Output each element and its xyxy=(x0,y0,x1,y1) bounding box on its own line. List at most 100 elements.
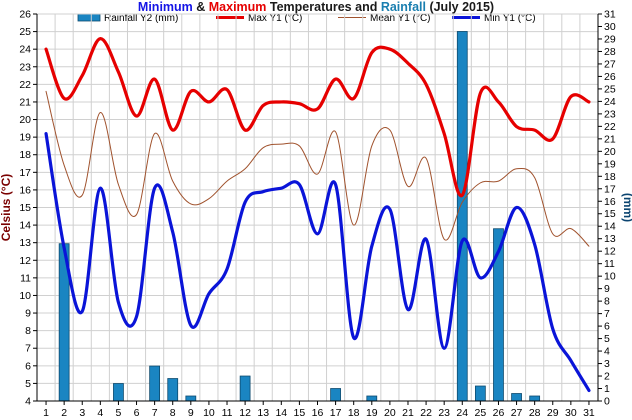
y2-tick-label: 9 xyxy=(604,283,610,295)
rainfall-bar xyxy=(167,378,179,402)
x-tick-label: 3 xyxy=(79,407,85,419)
legend: Rainfall Y2 (mm) Max Y1 (°C) Mean Y1 (°C… xyxy=(77,13,536,24)
y-tick-label: 7 xyxy=(25,343,31,355)
title-date: (July 2015) xyxy=(426,0,494,14)
y2-tick-label: 18 xyxy=(604,171,616,183)
y2-tick-label: 2 xyxy=(604,371,610,383)
y-tick-label: 9 xyxy=(25,308,31,320)
mean-temperature-line xyxy=(45,90,590,247)
y2-tick-label: 1 xyxy=(604,383,610,395)
x-tick-label: 24 xyxy=(456,407,468,419)
y-tick-label: 15 xyxy=(19,202,31,214)
x-tick-label: 1 xyxy=(43,407,49,419)
y2-tick-label: 0 xyxy=(604,396,610,408)
rainfall-bar xyxy=(456,31,468,402)
y-tick-label: 5 xyxy=(25,378,31,390)
y-tick-label: 8 xyxy=(25,325,31,337)
rainfall-bar xyxy=(113,383,124,402)
y2-tick-label: 14 xyxy=(604,221,616,233)
y2-tick-label: 27 xyxy=(604,58,616,70)
title-amp: & xyxy=(193,0,209,14)
y2-tick-label: 4 xyxy=(604,346,610,358)
y-tick-label: 21 xyxy=(19,96,31,108)
y2-tick-label: 12 xyxy=(604,246,616,258)
y-tick-label: 6 xyxy=(25,360,31,372)
y2-axis-label: (mm) xyxy=(621,193,632,222)
x-tick-label: 12 xyxy=(239,407,251,419)
x-tick-label: 17 xyxy=(330,407,342,419)
y-tick-label: 20 xyxy=(19,114,31,126)
chart-title: Minimum & Maximum Temperatures and Rainf… xyxy=(138,0,494,14)
y2-tick-label: 6 xyxy=(604,321,610,333)
y-tick-label: 12 xyxy=(19,255,31,267)
legend-rain-label: Rainfall Y2 (mm) xyxy=(104,13,178,24)
x-tick-label: 29 xyxy=(547,407,559,419)
y2-tick-label: 11 xyxy=(604,258,615,270)
rainfall-bar xyxy=(185,395,197,402)
rainfall-bar xyxy=(474,385,486,402)
x-tick-label: 5 xyxy=(116,407,122,419)
y2-tick-label: 16 xyxy=(604,196,616,208)
x-tick-label: 11 xyxy=(222,407,233,419)
x-tick-label: 4 xyxy=(97,407,103,419)
y-tick-label: 14 xyxy=(19,220,31,232)
y2-tick-label: 3 xyxy=(604,358,610,370)
y2-tick-label: 5 xyxy=(604,333,610,345)
x-tick-label: 25 xyxy=(475,407,487,419)
y-axis-label: Celsius (°C) xyxy=(0,174,13,241)
y2-tick-label: 17 xyxy=(604,183,616,195)
y-tick-label: 25 xyxy=(19,26,31,38)
y-tick-label: 16 xyxy=(19,184,31,196)
x-tick-label: 2 xyxy=(61,407,67,419)
y-tick-label: 22 xyxy=(19,79,31,91)
x-tick-label: 28 xyxy=(529,407,541,419)
x-tick-label: 23 xyxy=(438,407,450,419)
y-tick-label: 4 xyxy=(25,396,31,408)
axes xyxy=(33,13,602,405)
y2-tick-label: 29 xyxy=(604,33,616,45)
y-tick-label: 11 xyxy=(20,272,31,284)
y2-tick-label: 19 xyxy=(604,158,616,170)
y-tick-label: 13 xyxy=(19,237,31,249)
x-tick-label: 26 xyxy=(493,407,505,419)
legend-min-label: Min Y1 (°C) xyxy=(484,13,536,24)
x-tick-label: 10 xyxy=(203,407,215,419)
y2-tick-label: 15 xyxy=(604,208,616,220)
rainfall-bar xyxy=(366,395,378,402)
x-tick-label: 27 xyxy=(511,407,523,419)
y2-tick-label: 7 xyxy=(604,308,610,320)
title-rainfall: Rainfall xyxy=(381,0,426,14)
y2-tick-label: 31 xyxy=(604,9,616,21)
x-tick-label: 9 xyxy=(188,407,194,419)
rainfall-bar xyxy=(529,395,541,402)
legend-rain-swatch xyxy=(77,13,101,22)
y-tick-label: 23 xyxy=(19,61,31,73)
y2-tick-label: 30 xyxy=(604,21,616,33)
x-tick-label: 19 xyxy=(366,407,378,419)
x-tick-label: 15 xyxy=(294,407,306,419)
grid xyxy=(36,13,599,402)
rainfall-bar xyxy=(239,375,251,402)
x-tick-label: 16 xyxy=(312,407,324,419)
x-tick-label: 20 xyxy=(384,407,396,419)
x-tick-label: 22 xyxy=(420,407,432,419)
y2-tick-label: 25 xyxy=(604,83,616,95)
y-tick-label: 18 xyxy=(19,149,31,161)
y2-tick-label: 24 xyxy=(604,96,616,108)
y2-tick-label: 13 xyxy=(604,233,616,245)
y2-tick-label: 23 xyxy=(604,108,616,120)
x-tick-label: 13 xyxy=(257,407,269,419)
legend-mean-label: Mean Y1 (°C) xyxy=(370,13,431,24)
temperature-lines xyxy=(44,37,591,393)
y-tick-label: 24 xyxy=(19,44,31,56)
y2-tick-label: 22 xyxy=(604,121,616,133)
x-tick-label: 8 xyxy=(170,407,176,419)
rainfall-bar xyxy=(149,365,161,402)
x-tick-label: 7 xyxy=(152,407,158,419)
y-tick-label: 26 xyxy=(19,9,31,21)
x-tick-label: 14 xyxy=(275,407,287,419)
y-tick-label: 17 xyxy=(19,167,31,179)
x-tick-label: 21 xyxy=(402,407,414,419)
